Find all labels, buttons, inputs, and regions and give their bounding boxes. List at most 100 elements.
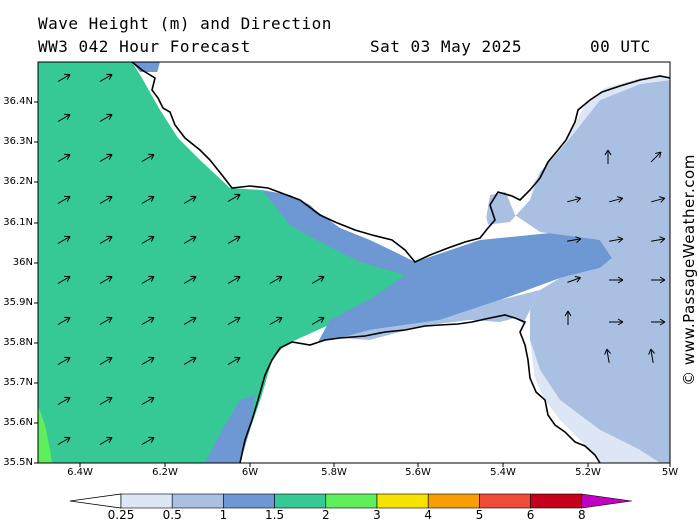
- wave-arrow: [183, 275, 197, 284]
- colorbar-label: 0.25: [107, 508, 135, 522]
- wave-arrow: [648, 348, 655, 363]
- wave-arrow: [609, 276, 624, 284]
- wave-arrow: [183, 316, 197, 325]
- colorbar-swatch: [427, 493, 480, 509]
- coastline-south: [239, 314, 601, 464]
- wave-arrow: [141, 356, 155, 365]
- lat-label: 35.9N: [3, 297, 33, 308]
- colorbar-swatch: [325, 493, 378, 509]
- wave-arrow: [57, 195, 71, 204]
- colorbar-label: 1.5: [265, 508, 285, 522]
- wave-arrow: [57, 316, 71, 325]
- wave-zone-blue-south: [205, 395, 255, 463]
- wave-zone-med-lower: [340, 290, 540, 340]
- wave-arrow: [99, 396, 113, 405]
- colorbar-swatch: [376, 493, 429, 509]
- wave-zone-lightgreen: [38, 405, 52, 463]
- wave-arrow: [141, 153, 155, 162]
- colorbar-label: 6: [526, 508, 535, 522]
- wave-arrow: [99, 195, 113, 204]
- forecast-date: Sat 03 May 2025: [370, 37, 522, 56]
- wave-arrow: [567, 196, 582, 203]
- colorbar-swatch: [171, 493, 224, 509]
- wave-arrow: [141, 235, 155, 244]
- axis-ticks: [34, 101, 671, 467]
- wave-arrow: [311, 275, 325, 284]
- wave-zone-med-pale-south: [530, 340, 660, 463]
- colorbar-label: 2: [321, 508, 330, 522]
- colorbar-label: 4: [424, 508, 433, 522]
- wave-arrow: [650, 151, 662, 163]
- lon-label: 5.4W: [490, 467, 516, 478]
- wave-arrow: [57, 235, 71, 244]
- lat-label: 35.7N: [3, 377, 33, 388]
- watermark-text: © www.PassageWeather.com: [680, 154, 698, 386]
- wave-arrow: [269, 316, 283, 325]
- colorbar-label: 5: [475, 508, 484, 522]
- wave-arrow: [604, 348, 611, 363]
- wave-arrow: [609, 318, 624, 326]
- lat-label: 36.3N: [3, 136, 33, 147]
- wave-arrow: [57, 73, 71, 82]
- lon-label: 6.4W: [67, 467, 93, 478]
- wave-zone-med: [485, 80, 670, 463]
- wave-direction-arrows: [57, 73, 666, 445]
- wave-arrow: [141, 396, 155, 405]
- wave-arrow: [227, 193, 241, 202]
- wave-arrow: [651, 318, 666, 326]
- colorbar-swatch: [274, 493, 327, 509]
- lat-label: 35.8N: [3, 337, 33, 348]
- land-morocco: [240, 318, 600, 463]
- wave-arrow: [57, 396, 71, 405]
- wave-arrow: [651, 276, 666, 284]
- colorbar-swatch: [223, 493, 275, 509]
- wave-arrow: [227, 316, 241, 325]
- wave-arrow: [564, 310, 572, 325]
- colorbar-label: 8: [577, 508, 586, 522]
- wave-arrow: [183, 195, 197, 204]
- colorbar-label: 1: [219, 508, 228, 522]
- colorbar-right-arrow: [581, 493, 632, 509]
- colorbar-swatch: [479, 493, 531, 509]
- wave-zone-green: [38, 62, 415, 463]
- wave-arrow: [269, 275, 283, 284]
- wave-arrow: [57, 113, 71, 122]
- lat-label: 35.5N: [3, 457, 33, 468]
- wave-arrow: [57, 356, 71, 365]
- wave-arrow: [183, 356, 197, 365]
- lon-label: 6.2W: [152, 467, 178, 478]
- wave-arrow: [99, 316, 113, 325]
- wave-arrow: [99, 235, 113, 244]
- lon-label: 6W: [241, 467, 259, 478]
- wave-arrow: [141, 195, 155, 204]
- colorbar-swatch: [530, 493, 583, 509]
- forecast-subtitle: WW3 042 Hour Forecast: [38, 37, 251, 56]
- wave-arrow: [99, 275, 113, 284]
- wave-arrow: [57, 436, 71, 445]
- lon-label: 5.2W: [575, 467, 601, 478]
- wave-arrow: [99, 113, 113, 122]
- wave-arrow: [651, 196, 666, 203]
- land-spain: [155, 62, 670, 262]
- lat-label: 35.6N: [3, 417, 33, 428]
- wave-arrow: [99, 153, 113, 162]
- wave-arrow: [609, 236, 624, 243]
- wave-arrow: [57, 275, 71, 284]
- colorbar-label: 3: [373, 508, 381, 522]
- wave-arrow: [99, 436, 113, 445]
- wave-arrow: [227, 275, 241, 284]
- coastline-north: [131, 61, 671, 263]
- colorbar-label: 0.5: [162, 508, 182, 522]
- lon-label: 5.6W: [405, 467, 431, 478]
- lat-label: 36.4N: [3, 96, 33, 107]
- wave-arrow: [183, 235, 197, 244]
- forecast-time: 00 UTC: [590, 37, 651, 56]
- wave-arrow: [141, 316, 155, 325]
- wave-arrow: [311, 316, 325, 325]
- lat-label: 36N: [12, 257, 33, 268]
- colorbar-left-arrow: [69, 493, 122, 509]
- lat-label: 36.1N: [3, 217, 33, 228]
- wave-arrow: [57, 153, 71, 162]
- wave-arrow: [651, 236, 666, 243]
